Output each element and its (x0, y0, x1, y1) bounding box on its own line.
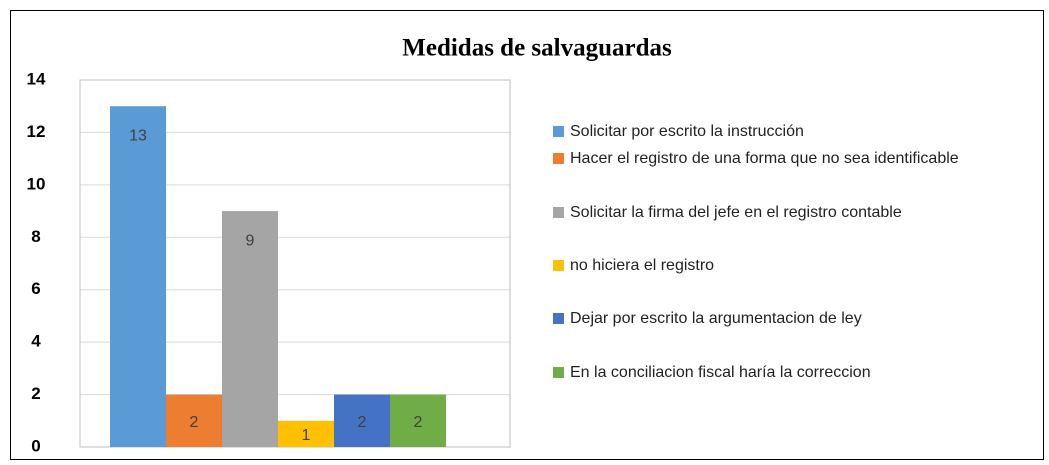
legend-label: Hacer el registro de una forma que no se… (570, 150, 959, 167)
legend-swatch (553, 207, 564, 218)
legend-item: Solicitar por escrito la instrucción (553, 118, 1038, 145)
legend-item: Dejar por escrito la argumentacion de le… (553, 305, 1038, 332)
data-label: 1 (302, 427, 311, 444)
bar (390, 394, 446, 447)
data-label: 9 (246, 232, 255, 249)
y-tick-label: 10 (27, 174, 46, 193)
legend: Solicitar por escrito la instrucción Hace… (553, 118, 1038, 386)
y-tick-label: 8 (31, 227, 40, 246)
bar (166, 394, 222, 447)
data-label: 2 (358, 414, 367, 431)
data-label: 13 (129, 127, 147, 144)
legend-swatch (553, 153, 564, 164)
legend-label: En la conciliacion fiscal haría la corre… (570, 364, 871, 381)
bar (278, 420, 334, 447)
legend-swatch (553, 367, 564, 378)
legend-item: En la conciliacion fiscal haría la corre… (553, 359, 1038, 386)
legend-swatch (553, 313, 564, 324)
y-tick-label: 14 (27, 69, 46, 88)
y-tick-label: 12 (27, 122, 46, 141)
y-tick-label: 0 (31, 436, 40, 455)
y-tick-label: 4 (31, 332, 41, 351)
legend-item: no hiciera el registro (553, 252, 1038, 279)
legend-item: Hacer el registro de una forma que no se… (553, 145, 970, 172)
legend-swatch (553, 260, 564, 271)
y-tick-label: 2 (31, 384, 40, 403)
legend-item: Solicitar la firma del jefe en el regist… (553, 199, 1038, 226)
bar (222, 211, 278, 447)
chart-title: Medidas de salvaguardas (402, 35, 672, 62)
bar (334, 394, 390, 447)
data-label: 2 (414, 414, 423, 431)
legend-label: Dejar por escrito la argumentacion de le… (570, 310, 862, 327)
legend-label: Solicitar por escrito la instrucción (570, 123, 804, 140)
bar (110, 106, 166, 447)
y-tick-label: 6 (31, 279, 40, 298)
legend-swatch (553, 126, 564, 137)
legend-label: Solicitar la firma del jefe en el regist… (570, 204, 902, 221)
legend-label: no hiciera el registro (570, 257, 715, 274)
data-label: 2 (190, 414, 199, 431)
chart-border (10, 10, 1044, 460)
